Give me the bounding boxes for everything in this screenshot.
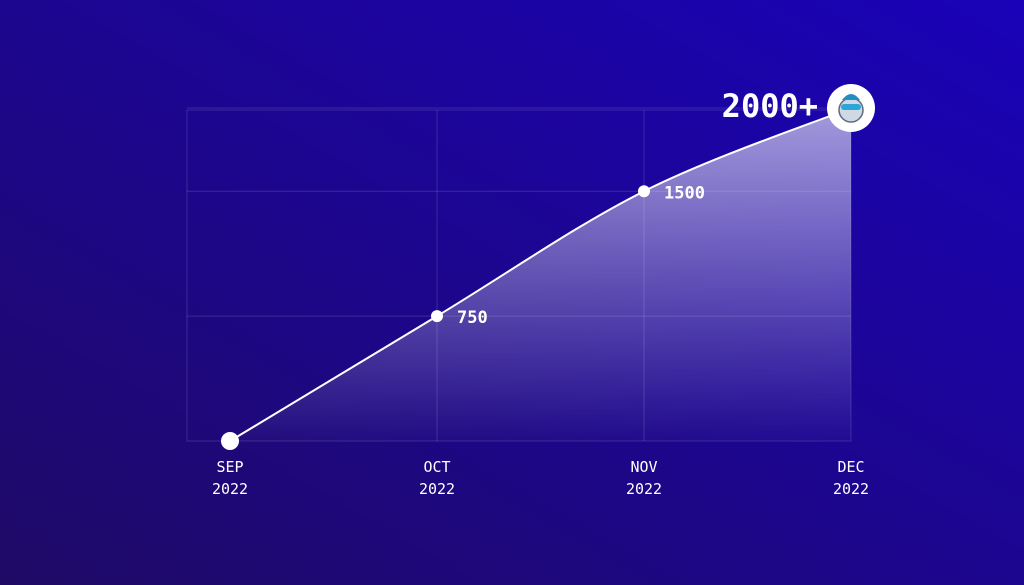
avatar-visor	[841, 104, 861, 110]
avatar-icon	[827, 84, 875, 132]
value-label: 1500	[664, 183, 705, 203]
point	[638, 185, 650, 198]
x-tick-label: SEP 2022	[212, 458, 248, 498]
avatar-hat	[842, 94, 860, 100]
area	[230, 108, 851, 441]
value-label: 2000+	[722, 87, 818, 125]
x-tick-label: DEC 2022	[833, 458, 869, 498]
line	[229, 107, 852, 442]
value-label: 750	[457, 308, 488, 328]
x-tick-label: NOV 2022	[626, 458, 662, 498]
plot: 750 1500 2000+ SEP 2022 OCT 2022 NOV 2022 DEC 2022	[187, 84, 875, 498]
point	[221, 432, 239, 450]
x-tick-label: OCT 2022	[419, 458, 455, 498]
point	[431, 310, 443, 323]
